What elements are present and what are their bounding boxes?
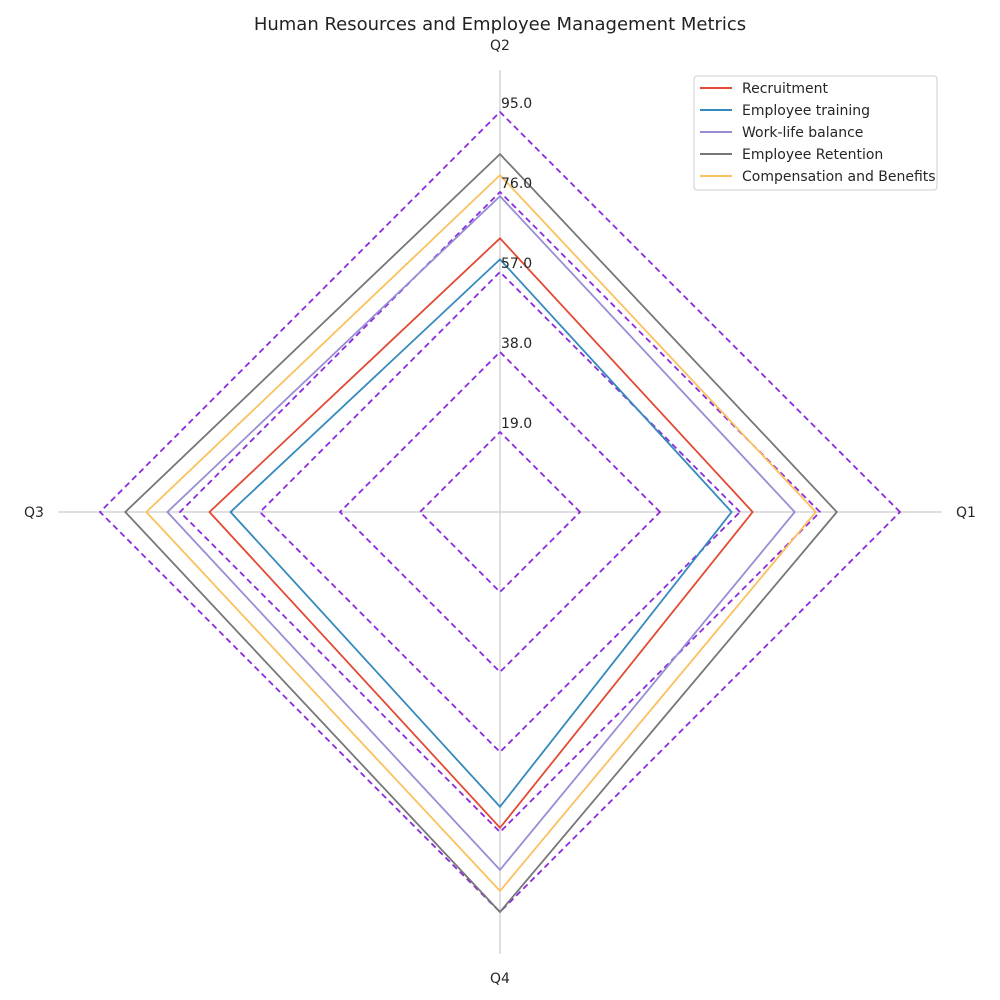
series-line-5 [145, 173, 817, 893]
legend-label-4: Employee Retention [742, 147, 883, 163]
chart-title: Human Resources and Employee Management … [254, 14, 746, 35]
category-label-q2: Q2 [490, 38, 510, 54]
series-layer [123, 152, 839, 914]
legend-label-2: Employee training [742, 103, 870, 119]
series-line-1 [208, 237, 754, 830]
legend-label-1: Recruitment [742, 81, 829, 97]
legend-frame [693, 75, 938, 191]
grid-ring-4 [178, 190, 822, 834]
series-line-4 [123, 152, 839, 914]
category-label-q1: Q1 [956, 505, 976, 521]
tick-label: 38.0 [501, 336, 532, 352]
series-line-3 [166, 194, 796, 872]
grid-layer [98, 110, 902, 914]
axes-layer [58, 70, 942, 954]
legend-label-5: Compensation and Benefits [742, 169, 936, 185]
ticks-layer: 19.0 38.0 57.0 76.0 95.0 [501, 96, 532, 432]
legend-label-3: Work-life balance [742, 125, 863, 141]
grid-ring-3 [258, 270, 742, 754]
grid-ring-5 [98, 110, 902, 914]
grid-ring-2 [338, 350, 662, 674]
category-label-q4: Q4 [490, 971, 510, 987]
series-line-2 [229, 258, 733, 809]
tick-label: 76.0 [501, 176, 532, 192]
tick-label: 57.0 [501, 256, 532, 272]
legend: Recruitment Employee training Work-life ba… [693, 75, 938, 191]
grid-ring-1 [418, 430, 582, 594]
category-label-q3: Q3 [24, 505, 44, 521]
category-labels: Q1 Q2 Q3 Q4 [24, 38, 976, 987]
tick-label: 95.0 [501, 96, 532, 112]
tick-label: 19.0 [501, 416, 532, 432]
